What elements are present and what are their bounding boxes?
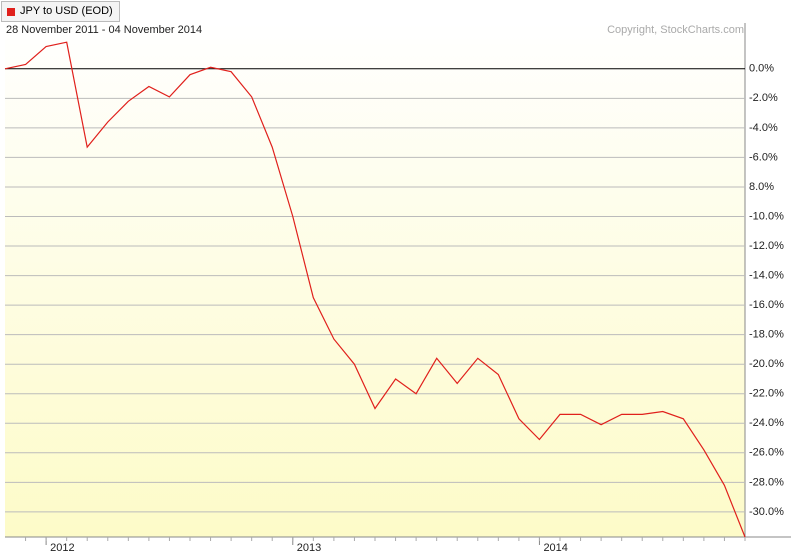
y-tick-label: 0.0% bbox=[749, 63, 774, 75]
y-tick-label: -24.0% bbox=[749, 417, 784, 429]
y-tick-label: -10.0% bbox=[749, 210, 784, 222]
legend-swatch bbox=[7, 7, 15, 16]
copyright: Copyright, StockCharts.com bbox=[607, 24, 744, 36]
x-tick-label: 2013 bbox=[297, 542, 321, 554]
y-tick-label: -16.0% bbox=[749, 299, 784, 311]
y-tick-label: -20.0% bbox=[749, 358, 784, 370]
plot-area bbox=[5, 23, 745, 537]
y-tick-label: -28.0% bbox=[749, 476, 784, 488]
y-tick-label: -12.0% bbox=[749, 240, 784, 252]
y-tick-label: -30.0% bbox=[749, 506, 784, 518]
y-tick-label: 8.0% bbox=[749, 181, 774, 193]
legend: JPY to USD (EOD) bbox=[1, 1, 120, 22]
x-tick-label: 2014 bbox=[543, 542, 567, 554]
y-tick-label: -4.0% bbox=[749, 122, 778, 134]
y-tick-label: -2.0% bbox=[749, 92, 778, 104]
y-tick-label: -22.0% bbox=[749, 388, 784, 400]
legend-label: JPY to USD (EOD) bbox=[20, 5, 113, 17]
y-tick-label: -6.0% bbox=[749, 151, 778, 163]
x-tick-label: 2012 bbox=[50, 542, 74, 554]
y-tick-label: -18.0% bbox=[749, 329, 784, 341]
subtitle: 28 November 2011 - 04 November 2014 bbox=[6, 24, 202, 36]
y-tick-label: -14.0% bbox=[749, 269, 784, 281]
price-line bbox=[4, 41, 746, 538]
y-tick-label: -26.0% bbox=[749, 447, 784, 459]
